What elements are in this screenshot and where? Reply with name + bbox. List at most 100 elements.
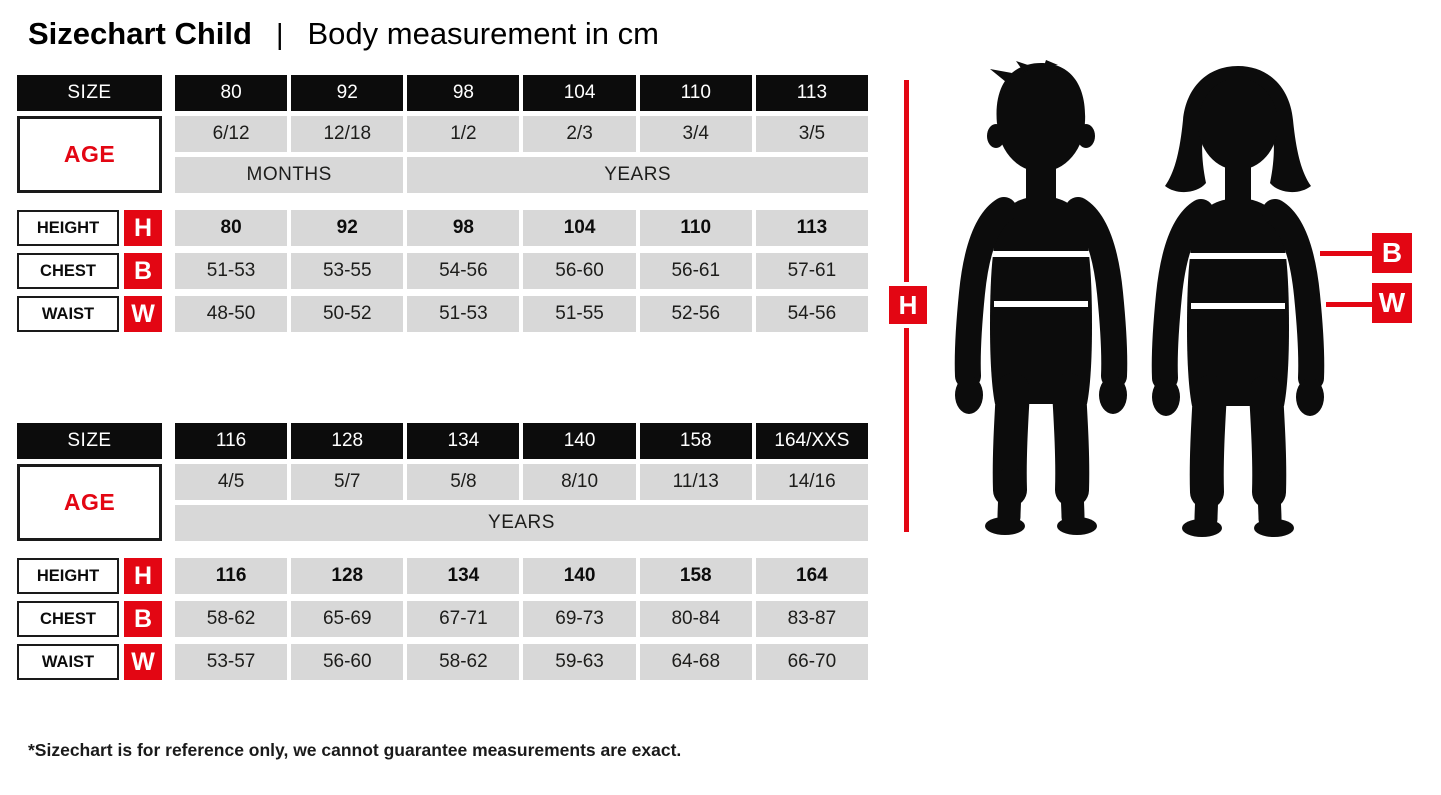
age-unit-band-years: YEARS [407,157,868,193]
waist-value: 59-63 [523,644,636,680]
chest-value: 67-71 [407,601,520,637]
age-value: 3/4 [639,116,752,152]
height-value: 92 [291,210,404,246]
waist-row-header: WAIST W [17,296,162,332]
chest-label: CHEST [17,601,119,637]
height-letter-badge: H [124,210,162,246]
sizechart-table-large-sizes: SIZE 116 128 134 140 158 164/XXS AGE 4/5… [17,423,868,680]
size-value: 140 [523,423,636,459]
age-row-header: AGE [17,464,162,541]
waist-marker-badge: W [1372,283,1412,323]
chest-value: 51-53 [175,253,288,289]
size-row: SIZE 116 128 134 140 158 164/XXS [17,423,868,459]
height-row-header: HEIGHT H [17,210,162,246]
chest-row-header: CHEST B [17,253,162,289]
size-value: 158 [639,423,752,459]
waist-values: 53-57 56-60 58-62 59-63 64-68 66-70 [175,644,868,680]
height-row-header: HEIGHT H [17,558,162,594]
age-value: 5/7 [291,464,404,500]
size-value: 98 [407,75,520,111]
waist-pointer-line [1326,302,1372,307]
chest-values: 51-53 53-55 54-56 56-60 56-61 57-61 [175,253,868,289]
waist-value: 53-57 [175,644,288,680]
chest-value: 80-84 [639,601,752,637]
waist-value: 58-62 [407,644,520,680]
sizechart-table-small-sizes: SIZE 80 92 98 104 110 113 AGE 6/12 12/18… [17,75,868,332]
height-row: HEIGHT H 116 128 134 140 158 164 [17,558,868,594]
height-value: 104 [523,210,636,246]
disclaimer-footnote: *Sizechart is for reference only, we can… [28,740,682,760]
chest-value: 56-60 [523,253,636,289]
chest-row: CHEST B 51-53 53-55 54-56 56-60 56-61 57… [17,253,868,289]
waist-value: 66-70 [755,644,868,680]
chest-value: 56-61 [639,253,752,289]
waist-value: 51-53 [407,296,520,332]
height-value: 110 [639,210,752,246]
waist-value: 56-60 [291,644,404,680]
age-value: 11/13 [639,464,752,500]
title-separator: | [275,19,284,51]
height-value: 98 [407,210,520,246]
title-subtitle: Body measurement in cm [307,16,659,51]
height-values: 116 128 134 140 158 164 [175,558,868,594]
height-label: HEIGHT [17,210,119,246]
age-value: 1/2 [407,116,520,152]
size-value: 128 [291,423,404,459]
waist-value: 51-55 [523,296,636,332]
waist-value: 48-50 [175,296,288,332]
waist-letter-badge: W [124,644,162,680]
size-row-header: SIZE [17,75,162,111]
chest-pointer-line [1320,251,1372,256]
chest-row-header: CHEST B [17,601,162,637]
waist-value: 54-56 [755,296,868,332]
page-title: Sizechart Child | Body measurement in cm [28,16,659,52]
size-value: 92 [291,75,404,111]
chest-values: 58-62 65-69 67-71 69-73 80-84 83-87 [175,601,868,637]
height-value: 164 [755,558,868,594]
waist-value: 50-52 [291,296,404,332]
height-row: HEIGHT H 80 92 98 104 110 113 [17,210,868,246]
height-marker-badge: H [889,286,927,324]
chest-value: 57-61 [755,253,868,289]
age-row: AGE 6/12 12/18 1/2 2/3 3/4 3/5 MONTHS YE… [17,116,868,193]
chest-value: 58-62 [175,601,288,637]
waist-values: 48-50 50-52 51-53 51-55 52-56 54-56 [175,296,868,332]
age-unit-band-months: MONTHS [175,157,404,193]
age-value: 4/5 [175,464,288,500]
height-values: 80 92 98 104 110 113 [175,210,868,246]
chest-marker-badge: B [1372,233,1412,273]
size-row-header: SIZE [17,423,162,459]
size-values: 116 128 134 140 158 164/XXS [175,423,868,459]
age-value: 2/3 [523,116,636,152]
waist-row-header: WAIST W [17,644,162,680]
age-unit-band-years: YEARS [175,505,868,541]
age-value: 12/18 [291,116,404,152]
waist-value: 64-68 [639,644,752,680]
chest-value: 53-55 [291,253,404,289]
age-value: 3/5 [755,116,868,152]
waist-row: WAIST W 48-50 50-52 51-53 51-55 52-56 54… [17,296,868,332]
girl-silhouette [1151,66,1325,537]
waist-label: WAIST [17,644,119,680]
height-value: 134 [407,558,520,594]
size-value: 134 [407,423,520,459]
waist-value: 52-56 [639,296,752,332]
chest-row: CHEST B 58-62 65-69 67-71 69-73 80-84 83… [17,601,868,637]
age-value: 8/10 [523,464,636,500]
height-value: 140 [523,558,636,594]
size-value: 116 [175,423,288,459]
chest-value: 65-69 [291,601,404,637]
height-value: 113 [755,210,868,246]
age-value: 6/12 [175,116,288,152]
waist-label: WAIST [17,296,119,332]
size-value: 113 [755,75,868,111]
chest-value: 54-56 [407,253,520,289]
size-row: SIZE 80 92 98 104 110 113 [17,75,868,111]
height-letter-badge: H [124,558,162,594]
height-value: 128 [291,558,404,594]
height-value: 80 [175,210,288,246]
height-value: 158 [639,558,752,594]
height-label: HEIGHT [17,558,119,594]
title-product-name: Sizechart Child [28,16,252,51]
age-row: AGE 4/5 5/7 5/8 8/10 11/13 14/16 YEARS [17,464,868,541]
